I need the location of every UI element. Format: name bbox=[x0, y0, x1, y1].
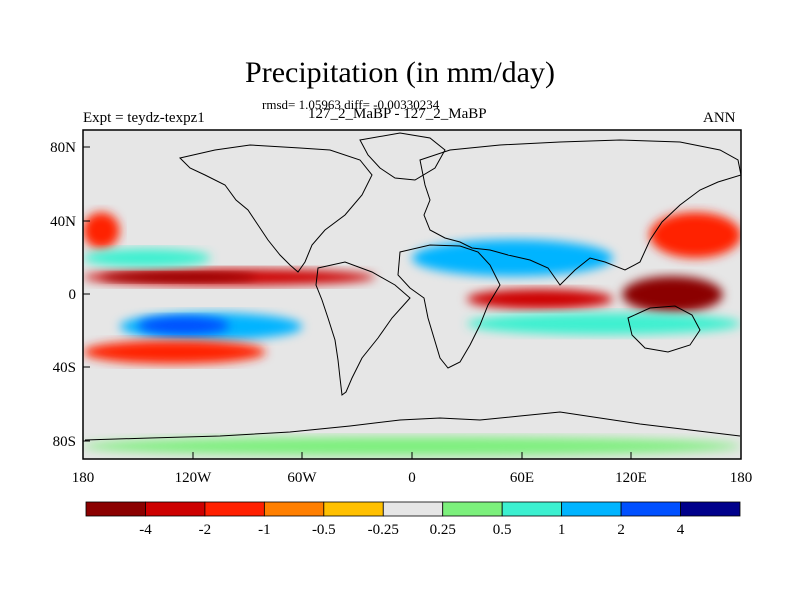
colorbar-swatch bbox=[145, 501, 206, 517]
greenland-coastline bbox=[359, 132, 446, 181]
colorbar-swatch bbox=[263, 501, 325, 517]
lat-label-80n: 80N bbox=[50, 140, 76, 156]
region-south-pacific-core-wet bbox=[137, 316, 230, 335]
case-comparison-label: 127_2_MaBP - 127_2_MaBP bbox=[308, 106, 487, 122]
lat-label-80s: 80S bbox=[53, 434, 76, 450]
colorbar-swatch bbox=[204, 501, 265, 517]
colorbar-label: 4 bbox=[677, 522, 685, 538]
region-indian-ocean-dry bbox=[466, 289, 614, 310]
lon-label-60w: 60W bbox=[287, 470, 317, 486]
lon-label-180w: 180 bbox=[72, 470, 95, 486]
region-southern-ocean-wet bbox=[83, 437, 741, 456]
lon-label-60e: 60E bbox=[510, 470, 534, 486]
lat-label-40n: 40N bbox=[50, 214, 76, 230]
colorbar-swatch bbox=[501, 501, 563, 517]
colorbar-swatch bbox=[620, 501, 681, 517]
europe-asia-coastline bbox=[419, 139, 741, 286]
colorbar bbox=[85, 501, 741, 517]
south-america-coastline bbox=[315, 261, 411, 396]
colorbar-label: -4 bbox=[139, 522, 152, 538]
colorbar-swatch bbox=[85, 501, 146, 517]
colorbar-swatch bbox=[323, 501, 384, 517]
colorbar-label: -0.5 bbox=[312, 522, 336, 538]
precipitation-field bbox=[83, 212, 741, 456]
region-western-pacific-core-dry bbox=[622, 276, 723, 313]
lat-label-0: 0 bbox=[69, 287, 77, 303]
lat-label-40s: 40S bbox=[53, 360, 76, 376]
africa-coastline bbox=[397, 244, 501, 369]
region-north-west-pacific-dry bbox=[649, 212, 741, 258]
region-african-asian-wet-band bbox=[412, 239, 614, 277]
lon-label-0: 0 bbox=[408, 470, 416, 486]
region-central-pacific-core-dry bbox=[101, 272, 257, 282]
colorbar-swatch bbox=[442, 501, 503, 517]
region-indian-ocean-wet-band bbox=[466, 312, 741, 335]
chart-title: Precipitation (in mm/day) bbox=[245, 56, 555, 89]
antarctica-coastline bbox=[84, 411, 741, 441]
experiment-label: Expt = teydz-texpz1 bbox=[83, 110, 205, 126]
colorbar-label: 1 bbox=[558, 522, 566, 538]
colorbar-swatch bbox=[382, 501, 444, 517]
lon-label-180e: 180 bbox=[730, 470, 753, 486]
region-north-pacific-wet-band bbox=[83, 248, 211, 268]
australia-coastline bbox=[627, 305, 701, 353]
colorbar-label: -0.25 bbox=[368, 522, 399, 538]
colorbar-label: 0.25 bbox=[430, 522, 456, 538]
colorbar-labels: -4 -2 -1 -0.5 -0.25 0.25 0.5 1 2 4 bbox=[139, 522, 685, 538]
lon-label-120e: 120E bbox=[615, 470, 647, 486]
colorbar-label: 0.5 bbox=[493, 522, 512, 538]
longitude-axis: 180 120W 60W 0 60E 120E 180 bbox=[72, 452, 753, 486]
statistics-label: rmsd= 1.05963 diff= -0.00330234 bbox=[262, 97, 440, 112]
colorbar-label: -2 bbox=[199, 522, 212, 538]
colorbar-label: -1 bbox=[258, 522, 271, 538]
season-label: ANN bbox=[703, 110, 736, 126]
north-america-coastline bbox=[179, 144, 373, 273]
coastlines bbox=[84, 132, 741, 441]
latitude-axis: 80N 40N 0 40S 80S bbox=[50, 140, 90, 450]
colorbar-swatch bbox=[561, 501, 622, 517]
lon-label-120w: 120W bbox=[175, 470, 213, 486]
region-north-pacific-dry-patch bbox=[83, 212, 120, 249]
colorbar-label: 2 bbox=[617, 522, 625, 538]
region-south-pacific-dry-band bbox=[83, 340, 266, 364]
colorbar-swatch bbox=[680, 501, 741, 517]
